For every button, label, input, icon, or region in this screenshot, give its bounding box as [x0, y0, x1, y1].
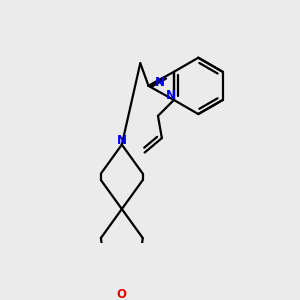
Text: N: N — [166, 88, 176, 102]
Text: O: O — [117, 288, 127, 300]
Text: N: N — [117, 134, 127, 147]
Text: N: N — [155, 76, 165, 89]
